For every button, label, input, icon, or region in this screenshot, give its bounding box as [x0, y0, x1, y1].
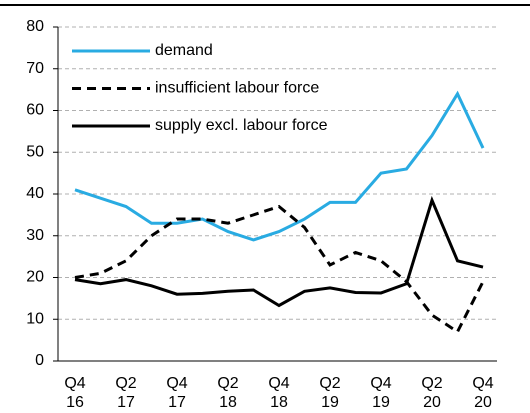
x-tick-label: Q4 17 — [166, 375, 188, 411]
y-tick-label: 40 — [26, 185, 44, 202]
x-tick-label: Q2 20 — [421, 375, 443, 411]
line-series — [74, 90, 485, 242]
line-series — [74, 204, 485, 334]
y-tick-label: 60 — [26, 102, 44, 119]
y-tick-label: 0 — [35, 352, 44, 369]
x-tick-label: Q2 18 — [217, 375, 239, 411]
x-tick-label: Q4 18 — [268, 375, 290, 411]
x-tick-label: Q2 19 — [319, 375, 341, 411]
x-tick-label: Q4 16 — [64, 375, 86, 411]
x-tick-label: Q4 19 — [370, 375, 392, 411]
y-tick-label: 50 — [26, 143, 44, 160]
y-tick-label: 70 — [26, 60, 44, 77]
y-tick-label: 20 — [26, 269, 44, 286]
x-tick-label: Q4 20 — [472, 375, 494, 411]
x-tick-label: Q2 17 — [115, 375, 137, 411]
y-tick-label: 80 — [26, 18, 44, 35]
y-tick-label: 10 — [26, 310, 44, 327]
y-tick-label: 30 — [26, 227, 44, 244]
legend-label: demand — [155, 42, 213, 59]
legend-label: supply excl. labour force — [155, 117, 328, 134]
line-series — [74, 195, 484, 308]
legend-label: insufficient labour force — [155, 80, 319, 97]
